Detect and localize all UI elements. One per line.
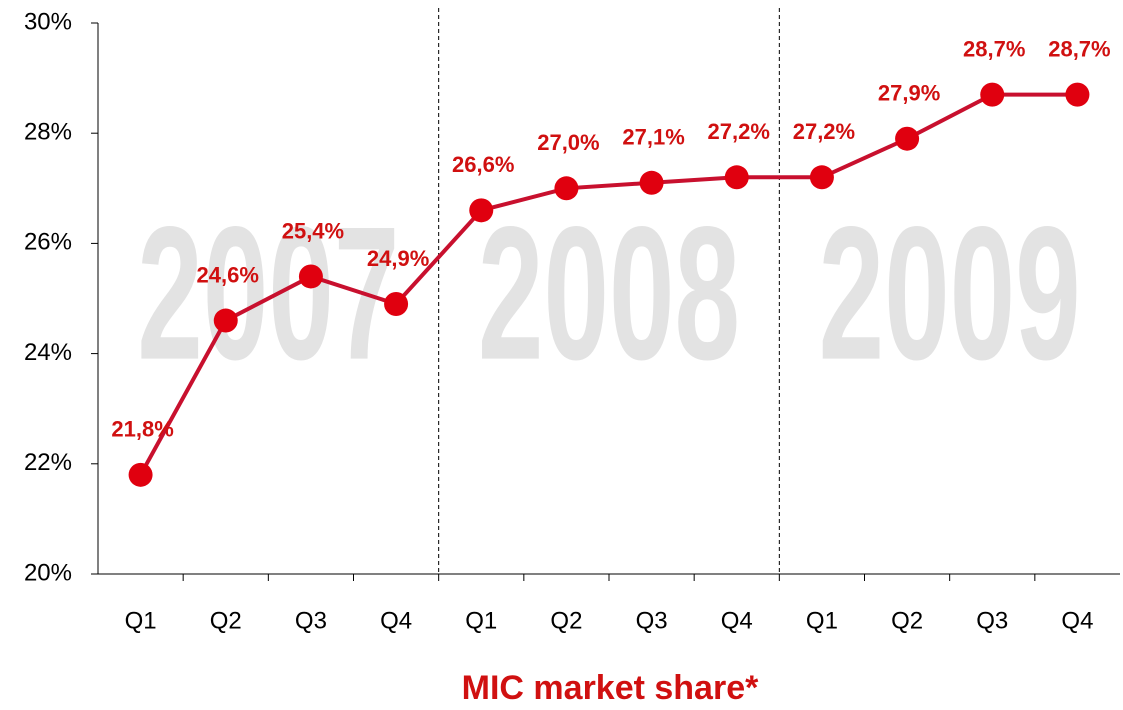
data-label: 28,7% (1048, 36, 1110, 61)
x-tick-label: Q4 (1061, 607, 1093, 634)
data-label: 27,0% (537, 130, 599, 155)
year-label: 2007 (137, 188, 399, 400)
data-label: 27,1% (622, 125, 684, 150)
x-tick-label: Q3 (295, 607, 327, 634)
data-point (1065, 82, 1090, 107)
data-label: 27,2% (793, 119, 855, 144)
x-tick-label: Q1 (806, 607, 838, 634)
data-label: 21,8% (111, 417, 173, 442)
data-label: 24,6% (197, 262, 259, 287)
x-tick-label: Q3 (976, 607, 1008, 634)
x-tick-label: Q2 (210, 607, 242, 634)
y-tick-label: 22% (24, 449, 72, 476)
data-point (384, 292, 409, 317)
data-label: 27,9% (878, 81, 940, 106)
y-tick-label: 20% (24, 559, 72, 586)
data-label: 25,4% (282, 218, 344, 243)
data-label: 28,7% (963, 36, 1025, 61)
data-point (469, 198, 494, 223)
x-tick-label: Q4 (380, 607, 412, 634)
y-tick-label: 30% (24, 8, 72, 35)
data-point (809, 165, 834, 190)
data-point (724, 165, 749, 190)
series-line (138, 92, 1078, 476)
year-label: 2008 (478, 188, 740, 400)
data-point (639, 170, 664, 195)
data-point (980, 82, 1005, 107)
y-tick-label: 28% (24, 119, 72, 146)
data-point (895, 126, 920, 151)
data-point (298, 264, 323, 289)
y-tick-label: 26% (24, 229, 72, 256)
data-label: 26,6% (452, 152, 514, 177)
y-tick-label: 24% (24, 339, 72, 366)
data-point (554, 176, 579, 201)
year-label: 2009 (819, 188, 1081, 400)
x-tick-label: Q1 (465, 607, 497, 634)
chart-title: MIC market share* (462, 669, 759, 707)
x-tick-label: Q2 (891, 607, 923, 634)
data-label: 24,9% (367, 246, 429, 271)
x-tick-label: Q2 (550, 607, 582, 634)
x-tick-label: Q3 (636, 607, 668, 634)
data-point (128, 462, 153, 487)
data-label: 27,2% (708, 119, 770, 144)
x-tick-label: Q4 (721, 607, 753, 634)
x-tick-label: Q1 (125, 607, 157, 634)
data-point (213, 308, 238, 333)
